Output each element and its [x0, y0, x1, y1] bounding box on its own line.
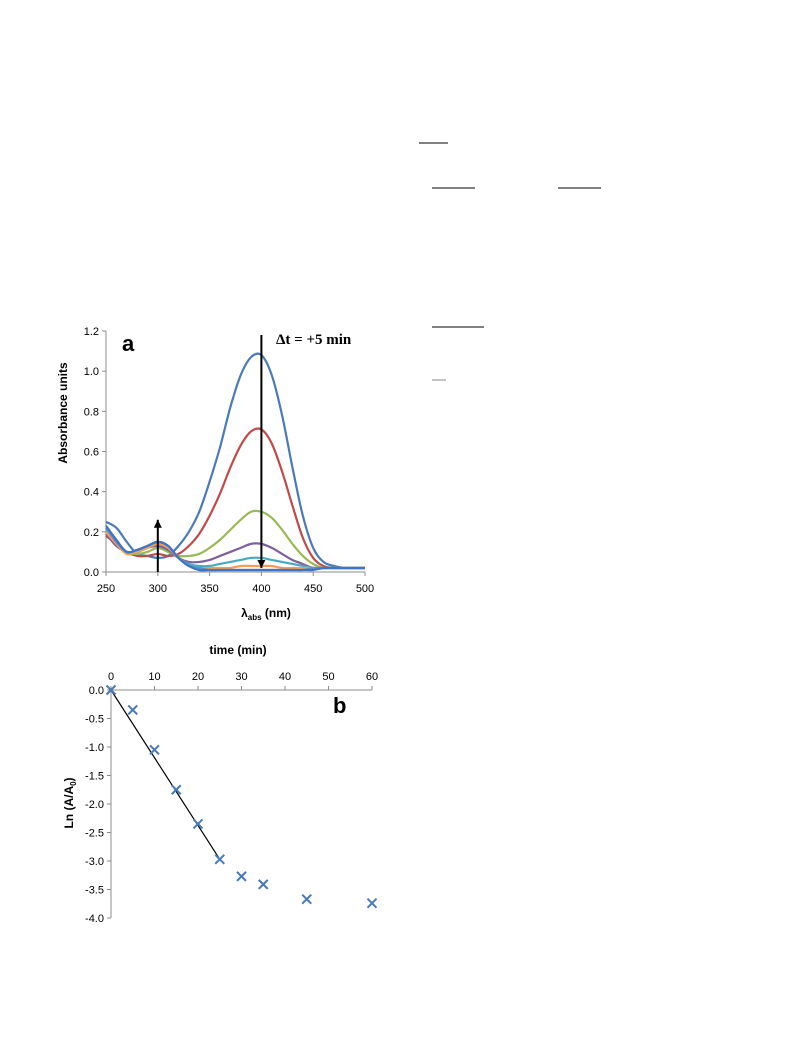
chart-a-y-tick-label: 0.8 — [84, 406, 99, 418]
panel-label-b: b — [333, 693, 346, 718]
chart-a-series-line-1 — [105, 352, 366, 570]
marker-stroke — [192, 818, 204, 830]
chart-b-points — [105, 684, 378, 909]
marker-stroke — [149, 744, 160, 756]
chart-b-y-tick-label: -1.0 — [85, 742, 104, 754]
chart-b-x-tick-label: 60 — [366, 671, 378, 683]
marker-stroke — [214, 854, 225, 865]
chart-a-y-tick-label: 0.0 — [84, 567, 99, 579]
chart-b-x-tick-label: 40 — [279, 671, 291, 683]
x-title-lambda: λ — [241, 606, 248, 620]
chart-a-y-tick-label: 0.6 — [84, 447, 99, 459]
chart-b-y-tick-label: -2.0 — [85, 799, 104, 811]
marker-stroke — [258, 879, 269, 890]
chart-a-y-tick-label: 1.0 — [84, 366, 99, 378]
ln-absorbance-chart: 0.0 -0.5 -1.0 -1.5 -2.0 -2.5 -3.0 -3.5 -4.0 0 10 20… — [62, 643, 378, 925]
linear-fit-line — [110, 689, 221, 860]
data-point-marker — [214, 854, 225, 865]
data-point-marker — [149, 744, 160, 756]
chart-a-x-axis-title: λabs (nm) — [241, 606, 291, 622]
chart-a-y-tick-label: 1.2 — [84, 326, 99, 338]
data-point-marker — [127, 704, 138, 716]
stray-marks — [419, 142, 601, 381]
chart-a-series-group — [105, 352, 366, 572]
y-title-end: ) — [62, 777, 76, 781]
chart-a-series-line-2 — [105, 427, 366, 570]
y-title-subscript: 0 — [69, 781, 78, 786]
marker-stroke — [127, 704, 138, 716]
chart-b-x-tick-label: 50 — [322, 671, 334, 683]
y-title-main: Ln (A/A — [62, 786, 76, 829]
chart-a-x-tick-label: 450 — [304, 583, 322, 595]
chart-b-x-tick-label: 10 — [148, 671, 160, 683]
panel-label-a: a — [122, 331, 135, 356]
chart-a-y-tick-label: 0.2 — [84, 527, 99, 539]
chart-b-axes: 0.0 -0.5 -1.0 -1.5 -2.0 -2.5 -3.0 -3.5 -4.0 0 10 20… — [85, 671, 378, 925]
marker-stroke — [236, 871, 247, 882]
chart-a-y-axis-title: Absorbance units — [56, 362, 70, 464]
data-point-marker — [236, 871, 247, 882]
chart-a-x-tick-label: 500 — [356, 583, 374, 595]
data-point-marker — [301, 893, 312, 905]
chart-b-x-tick-label: 30 — [235, 671, 247, 683]
arrow-up-head — [153, 519, 162, 528]
chart-a-series-line-3 — [105, 509, 366, 570]
chart-b-y-tick-label: -3.0 — [85, 856, 104, 868]
delta-t-annotation: Δt = +5 min — [276, 332, 352, 348]
chart-a-x-tick-label: 250 — [97, 583, 115, 595]
chart-b-y-tick-label: -4.0 — [85, 913, 104, 925]
chart-b-y-tick-label: -1.5 — [85, 771, 104, 783]
data-point-marker — [192, 818, 204, 830]
chart-b-y-axis-title: Ln (A/A0) — [62, 777, 78, 828]
chart-b-y-tick-label: -0.5 — [85, 714, 104, 726]
marker-stroke — [301, 893, 312, 905]
chart-a-series-line-8 — [105, 525, 366, 572]
x-title-subscript: abs — [248, 613, 262, 622]
chart-a-y-tick-label: 0.4 — [84, 487, 99, 499]
chart-b-x-tick-label: 20 — [192, 671, 204, 683]
chart-a-x-tick-label: 300 — [149, 583, 167, 595]
data-point-marker — [366, 897, 378, 909]
chart-b-y-tick-label: 0.0 — [89, 685, 104, 697]
marker-stroke — [366, 897, 378, 909]
chart-a-arrows — [153, 335, 266, 572]
chart-a-axes: 0.0 0.2 0.4 0.6 0.8 1.0 1.2 250 300 350 400 450 500 — [84, 326, 374, 595]
data-point-marker — [258, 879, 269, 890]
chart-a-x-tick-label: 400 — [252, 583, 270, 595]
chart-b-fit-line — [110, 689, 221, 860]
arrow-down-head — [257, 559, 266, 568]
chart-b-y-tick-label: -2.5 — [85, 828, 104, 840]
chart-a-x-tick-label: 350 — [200, 583, 218, 595]
marker-stroke — [105, 684, 117, 696]
data-point-marker — [171, 784, 182, 795]
chart-b-y-tick-label: -3.5 — [85, 885, 104, 897]
data-point-marker — [105, 684, 117, 696]
marker-stroke — [171, 784, 182, 795]
chart-b-x-tick-label: 0 — [108, 671, 114, 683]
x-title-unit: (nm) — [262, 606, 291, 620]
chart-b-x-axis-title: time (min) — [209, 643, 266, 657]
